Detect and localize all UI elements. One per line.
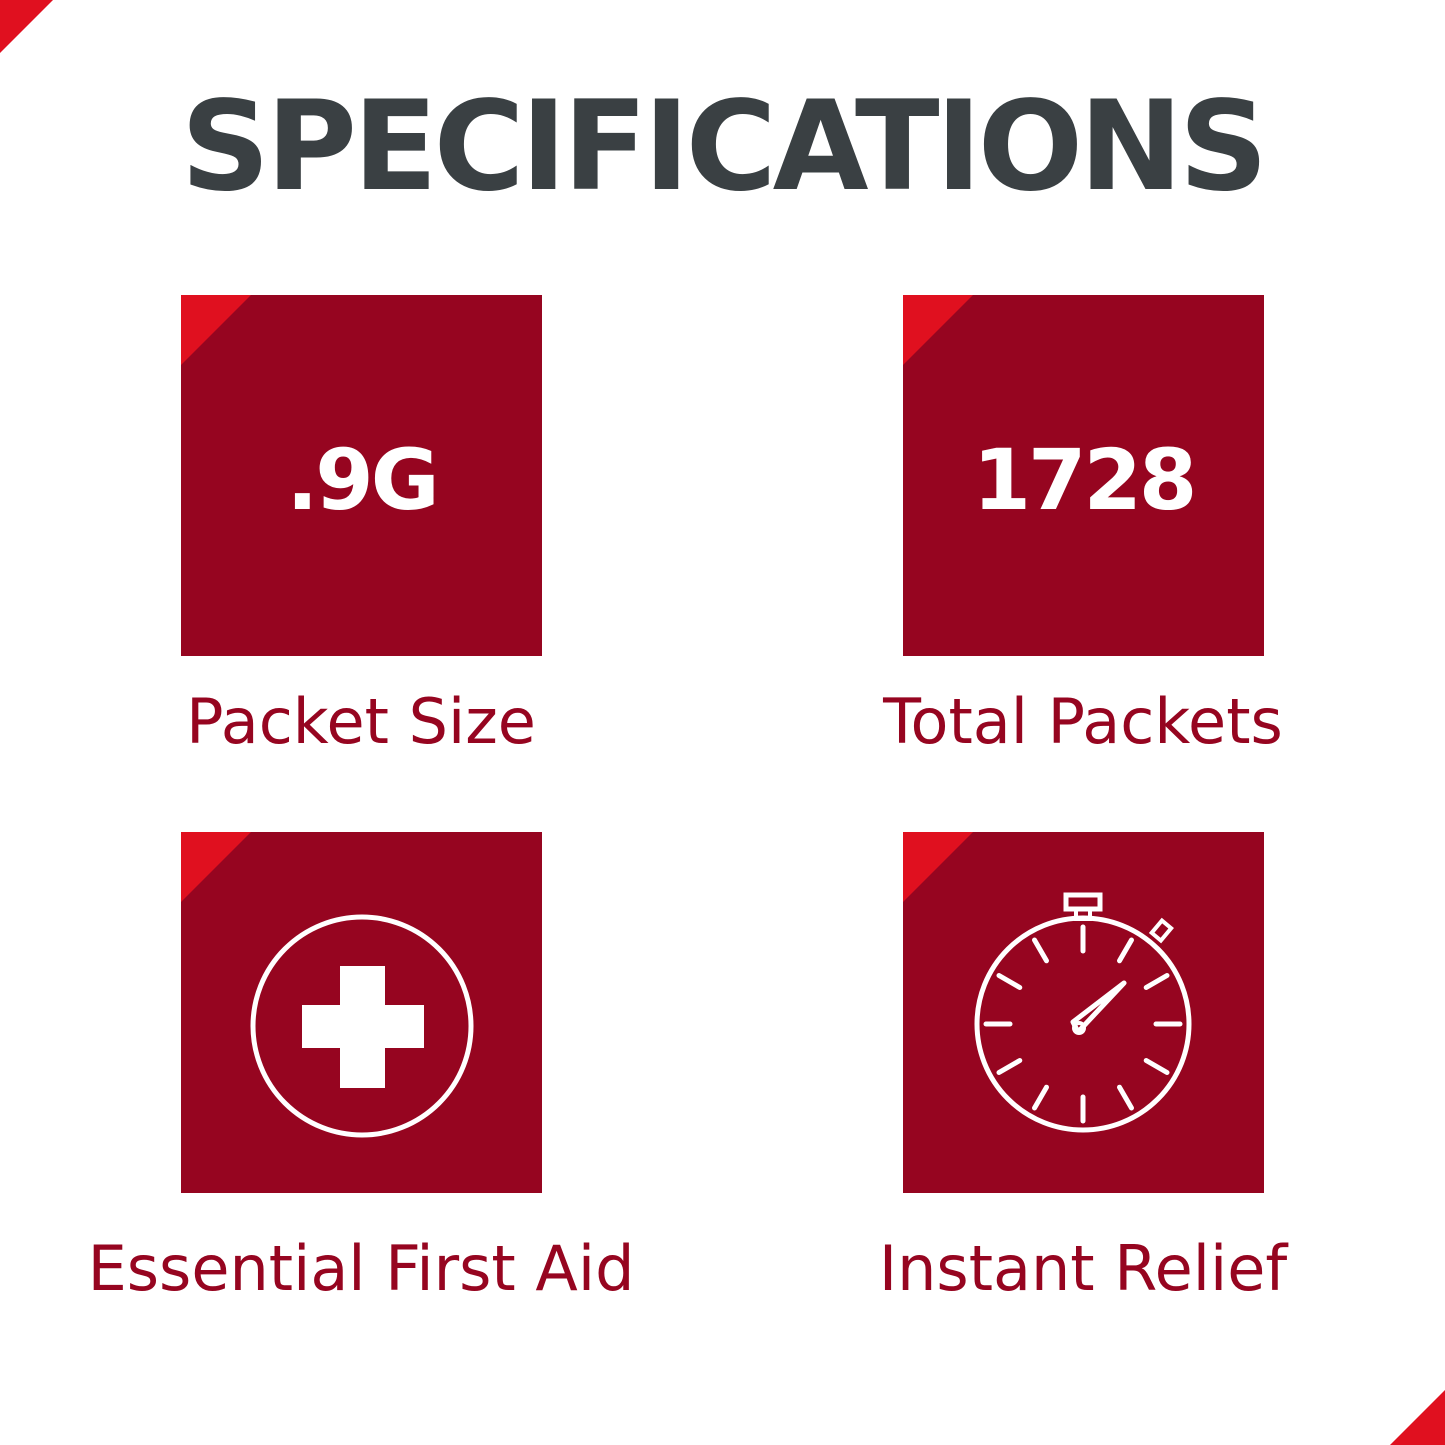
stopwatch-tick [1143,973,1170,990]
spec-label: Total Packets [883,685,1283,758]
spec-value: 1728 [972,431,1198,529]
spec-tile-first-aid [181,832,542,1193]
stopwatch-tick [1032,1084,1049,1111]
spec-tile-instant-relief [903,832,1264,1193]
stopwatch-tick [1032,937,1049,964]
spec-tile-total-packets: 1728 [903,295,1264,656]
corner-accent-bottom-right [1390,1390,1445,1445]
spec-tile-packet-size: .9G [181,295,542,656]
stopwatch-icon [974,892,1192,1133]
spec-label: Essential First Aid [87,1232,635,1305]
stopwatch-tick [1117,1084,1134,1111]
spec-label: Instant Relief [878,1232,1288,1305]
spec-value: .9G [286,431,439,529]
page-title: SPECIFICATIONS [180,75,1268,219]
stopwatch-tick [996,1058,1023,1075]
spec-label: Packet Size [186,685,536,758]
stopwatch-tick [1143,1058,1170,1075]
first-aid-cross-icon [250,914,474,1138]
stopwatch-tick [1117,937,1134,964]
corner-accent-top-left [0,0,53,53]
stopwatch-tick [996,973,1023,990]
